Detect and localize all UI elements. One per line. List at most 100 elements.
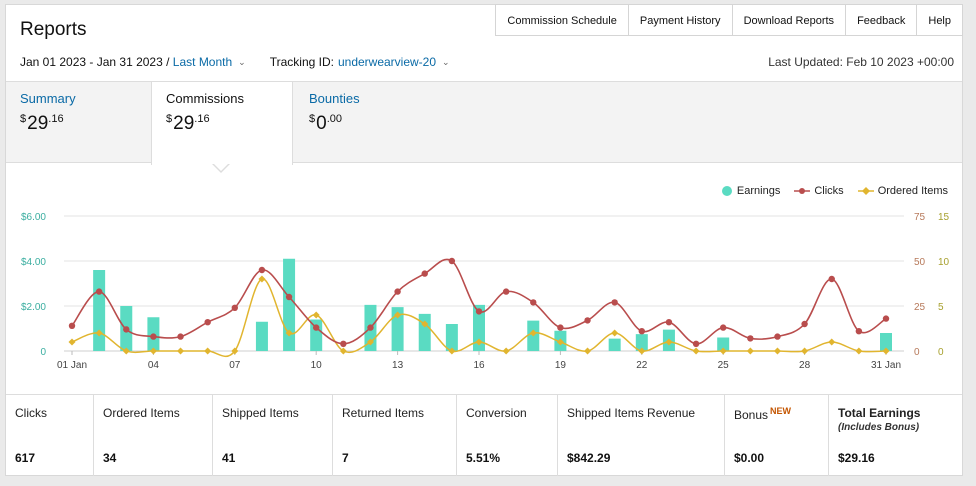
x-tick-label: 25 [718,360,730,371]
clicks-line-icon [794,188,811,194]
filter-row: Jan 01 2023 - Jan 31 2023 / Last Month ⌄… [20,55,450,69]
ordered-items-point [529,329,537,337]
chevron-down-icon[interactable]: ⌄ [442,56,450,67]
y-left-tick-label: $6.00 [21,212,46,223]
tab-summary[interactable]: Summary $29.16 [6,82,151,164]
chart-legend: Earnings Clicks Ordered Items [721,185,948,197]
legend-label: Clicks [814,185,844,197]
clicks-point [665,319,673,326]
earnings-bar [717,337,730,351]
stat-value: 41 [222,451,236,465]
legend-earnings[interactable]: Earnings [721,185,780,197]
legend-clicks[interactable]: Clicks [794,185,844,197]
period-dropdown[interactable]: Last Month [172,55,233,69]
clicks-point [394,288,401,295]
ordered-line-icon [857,187,874,195]
ordered-items-point [882,347,890,355]
clicks-point [611,299,618,306]
clicks-point [502,288,510,295]
clicks-point [774,333,781,340]
stat-conversion: Conversion 5.51% [457,395,558,476]
x-tick-label: 31 Jan [871,360,901,371]
tab-bounties[interactable]: Bounties $0.00 [295,82,440,164]
download-reports-link[interactable]: Download Reports [732,4,847,36]
ordered-items-point [394,311,402,319]
clicks-point [231,304,238,311]
clicks-point [313,324,320,331]
total-note: (Includes Bonus) [838,422,920,433]
tab-commissions[interactable]: Commissions $29.16 [151,82,293,165]
ordered-items-point [122,347,130,355]
tab-amount: $29.16 [20,113,137,135]
amount-fraction: .16 [48,113,64,125]
clicks-point [557,324,564,331]
stat-value: 7 [342,451,349,465]
earnings-bar [473,304,485,351]
stat-bonus: Bonus NEW $0.00 [725,395,829,476]
ordered-items-point [692,347,700,355]
x-tick-label: 28 [799,360,811,371]
earnings-bar [635,334,648,351]
clicks-point [801,320,808,328]
clicks-point [258,266,266,274]
ordered-items-point [149,347,157,355]
clicks-point [68,322,76,329]
legend-ordered[interactable]: Ordered Items [857,185,948,197]
y-ordered-tick-label: 10 [938,257,950,268]
clicks-point [285,293,293,301]
amount-whole: 29 [173,113,195,134]
tab-label: Bounties [309,91,360,106]
ordered-items-point [312,311,320,319]
help-link[interactable]: Help [917,4,963,36]
earnings-bar [255,321,268,351]
stat-value: $842.29 [567,451,611,465]
ordered-items-point [68,338,76,346]
x-tick-label: 01 Jan [57,360,87,371]
stat-label: Ordered Items [103,406,180,420]
y-ordered-tick-label: 0 [938,347,944,358]
last-updated: Last Updated: Feb 10 2023 +00:00 [768,55,954,69]
earnings-bar [445,324,458,351]
y-left-tick-label: 0 [40,347,46,358]
clicks-point [855,328,863,335]
earnings-bar [93,270,106,351]
date-separator: / [162,55,173,69]
clicks-point [638,328,645,335]
ordered-items-point [584,347,592,355]
ordered-items-point [339,347,347,355]
tracking-id-dropdown[interactable]: underwearview-20 [337,55,437,69]
ordered-items-point [638,347,646,355]
earnings-bar [391,307,404,351]
ordered-items-point [258,275,266,283]
amount-fraction: .16 [194,113,210,125]
clicks-point [421,270,428,277]
x-tick-label: 13 [392,360,404,371]
clicks-point [95,288,103,295]
feedback-link[interactable]: Feedback [846,4,918,36]
earnings-bar [880,333,892,351]
y-clicks-tick-label: 25 [914,302,926,313]
ordered-items-point [177,347,185,355]
chevron-down-icon[interactable]: ⌄ [238,56,246,67]
y-clicks-tick-label: 0 [914,347,920,358]
ordered-items-point [502,347,510,355]
x-tick-label: 07 [229,360,241,371]
stat-label: Bonus NEW [734,406,819,422]
ordered-items-point [773,347,781,355]
stat-label: Shipped Items [222,406,299,420]
ordered-items-point [204,347,212,355]
y-clicks-tick-label: 75 [914,212,926,223]
earnings-bar [608,338,621,351]
stat-value: 34 [103,451,117,465]
stat-label: Returned Items [342,406,425,420]
x-tick-label: 22 [636,360,648,371]
stat-clicks: Clicks 617 [6,395,94,476]
commission-schedule-link[interactable]: Commission Schedule [495,4,629,36]
y-clicks-tick-label: 50 [914,257,926,268]
payment-history-link[interactable]: Payment History [628,4,733,36]
legend-label: Earnings [736,185,781,197]
earnings-bar [418,313,431,351]
amount-whole: 0 [316,113,327,134]
total-label: Total Earnings [838,406,921,420]
ordered-items-point [285,329,293,337]
